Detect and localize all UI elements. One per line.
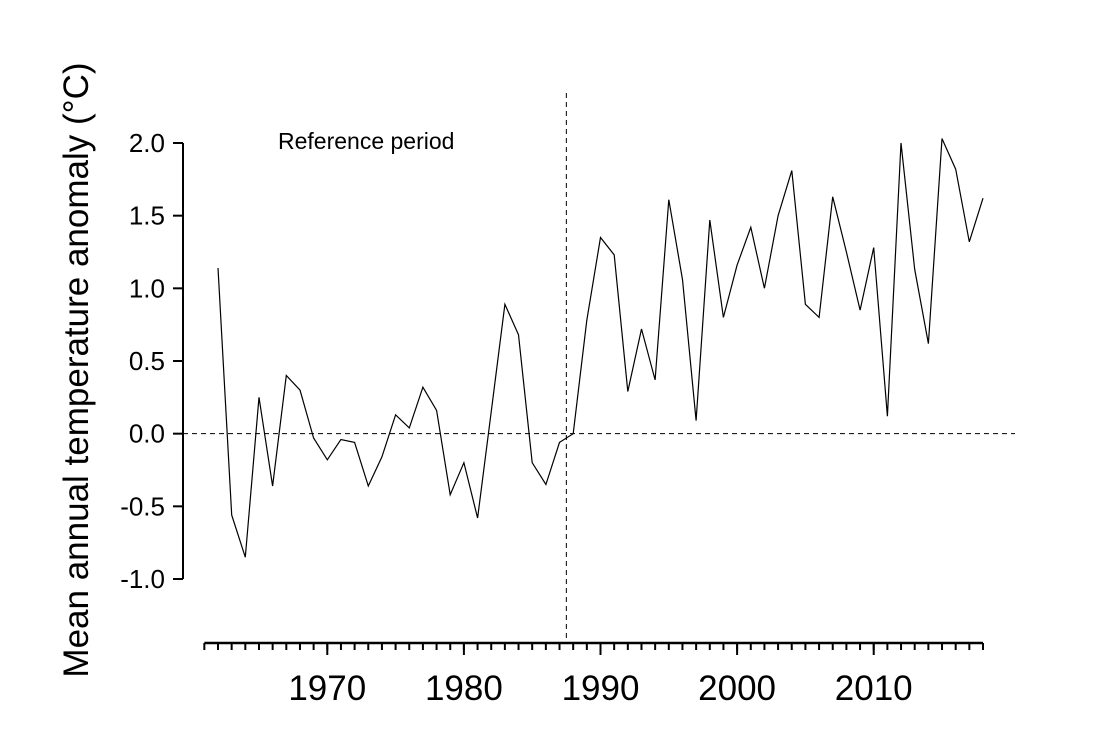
y-tick-label: 1.0 [129,273,165,303]
x-tick-label: 1980 [425,669,503,708]
x-axis: 1970 1980 1990 2000 2010 [203,641,984,708]
y-tick-label: 0.0 [129,419,165,449]
y-tick-label: -0.5 [120,491,165,521]
y-tick-label: -1.0 [120,564,165,594]
x-tick-label: 2000 [698,669,776,708]
data-series [217,138,984,558]
y-tick-label: 1.5 [129,201,165,231]
anomaly-series-line [217,138,984,558]
x-tick-label: 2010 [835,669,913,708]
x-tick-label: 1970 [288,669,366,708]
reference-lines [183,93,1015,643]
y-axis-label: Mean annual temperature anomaly (°C) [57,62,96,677]
y-tick-label: 0.5 [129,346,165,376]
reference-period-annotation: Reference period [278,128,454,154]
y-tick-label: 2.0 [129,128,165,158]
x-tick-label: 1990 [562,669,640,708]
y-axis: -1.0 -0.5 0.0 0.5 1.0 1.5 2.0 [120,128,184,594]
